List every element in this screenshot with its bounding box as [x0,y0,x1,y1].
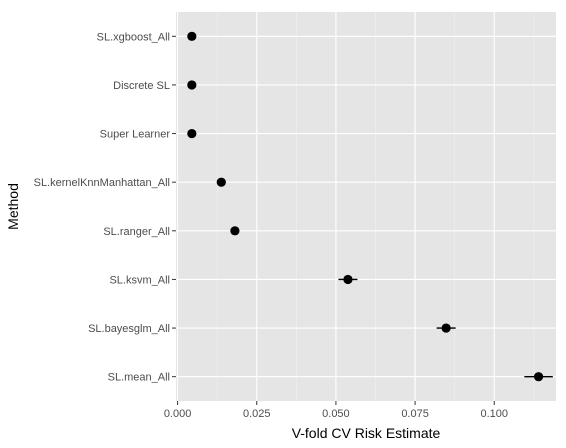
data-point [187,128,197,139]
y-tick-label: SL.xgboost_All [97,31,170,43]
x-tick-label: 0.000 [164,408,192,420]
y-tick-label: SL.kernelKnnManhattan_All [34,177,170,189]
y-tick-label: Super Learner [100,129,171,141]
x-axis-title: V-fold CV Risk Estimate [292,425,441,441]
data-point [343,274,353,285]
data-point [230,226,240,236]
y-tick-label: SL.ranger_All [103,226,170,238]
x-tick-label: 0.025 [243,408,271,420]
y-tick-label: SL.bayesglm_All [88,323,170,335]
x-tick-label: 0.050 [322,408,350,420]
data-point [441,323,451,333]
y-tick-label: Discrete SL [113,80,170,92]
y-axis-title: Method [5,183,21,230]
x-tick-label: 0.075 [401,408,429,420]
y-tick-label: SL.mean_All [108,372,170,384]
plot-panel [176,12,556,401]
data-point [187,80,197,90]
y-tick-label: SL.ksvm_All [109,274,170,286]
data-point [533,372,544,382]
x-tick-label: 0.100 [480,408,508,420]
data-point [187,31,197,41]
data-point [216,177,226,187]
